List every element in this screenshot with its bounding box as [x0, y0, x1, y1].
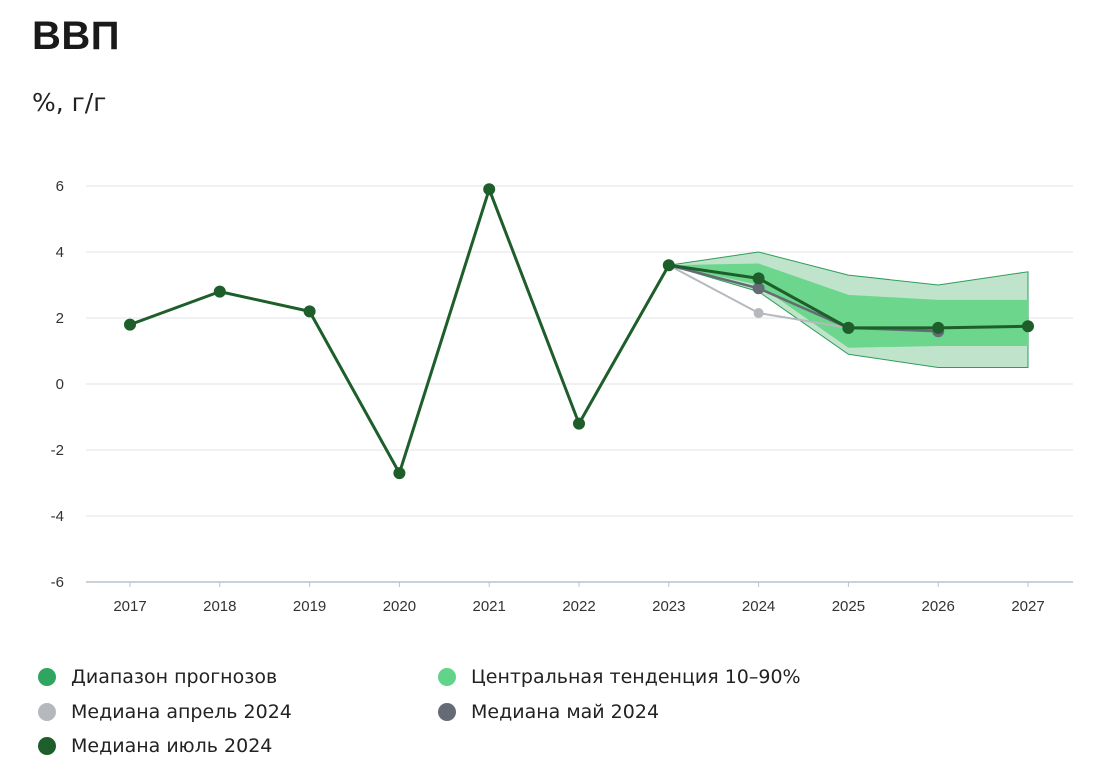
- x-tick-label: 2023: [652, 598, 685, 615]
- data-point-median-july: [303, 305, 316, 318]
- legend-item-median-july[interactable]: Медиана июль 2024: [38, 735, 272, 757]
- legend-label-median-may: Медиана май 2024: [471, 701, 660, 723]
- y-tick-label: 2: [56, 310, 64, 327]
- chart-subtitle-units: %, г/г: [32, 88, 107, 117]
- x-tick-label: 2025: [832, 598, 865, 615]
- legend: Диапазон прогнозов Центральная тенденция…: [38, 666, 1038, 766]
- x-tick-label: 2022: [562, 598, 595, 615]
- y-tick-label: -4: [51, 508, 64, 525]
- legend-item-median-may[interactable]: Медиана май 2024: [438, 701, 659, 723]
- legend-label-median-april: Медиана апрель 2024: [71, 701, 292, 723]
- x-tick-label: 2017: [113, 598, 146, 615]
- series-line-median-may: [667, 263, 940, 333]
- y-tick-label: 4: [56, 244, 64, 261]
- data-point-median-july: [842, 321, 855, 334]
- legend-label-median-july: Медиана июль 2024: [71, 735, 273, 757]
- data-point-median-may: [752, 282, 765, 295]
- x-tick-label: 2018: [203, 598, 236, 615]
- x-tick-label: 2024: [742, 598, 775, 615]
- data-point-median-july: [752, 272, 765, 285]
- x-tick-label: 2026: [922, 598, 955, 615]
- x-tick-label: 2027: [1011, 598, 1044, 615]
- data-point-median-july: [1022, 320, 1034, 333]
- legend-item-forecast-range[interactable]: Диапазон прогнозов: [38, 666, 277, 688]
- data-point-median-july: [213, 285, 226, 298]
- y-tick-label: -2: [51, 442, 64, 459]
- legend-item-median-april[interactable]: Медиана апрель 2024: [38, 701, 292, 723]
- gdp-chart: 6 4 2 0 -2 -4 -6 2017 2018 2019 2020 2021 2022 2023 20…: [51, 178, 1073, 615]
- data-point-median-july: [573, 417, 585, 430]
- legend-label-forecast-range: Диапазон прогнозов: [71, 666, 278, 688]
- legend-swatch-forecast-range: [38, 668, 56, 686]
- y-tick-label: -6: [51, 574, 64, 591]
- data-point-median-july: [393, 467, 406, 480]
- data-point-median-july: [483, 183, 496, 196]
- data-point-median-july: [124, 318, 136, 331]
- legend-swatch-median-april: [38, 703, 56, 721]
- chart-title: ВВП: [32, 14, 121, 58]
- data-point-median-july: [932, 321, 945, 334]
- x-tick-label: 2019: [293, 598, 326, 615]
- data-point-median-july: [662, 259, 675, 272]
- legend-swatch-median-may: [438, 703, 456, 721]
- y-tick-label: 0: [56, 376, 64, 393]
- y-tick-label: 6: [56, 178, 64, 195]
- legend-item-central-tendency[interactable]: Центральная тенденция 10–90%: [438, 666, 801, 688]
- x-tick-label: 2020: [383, 598, 416, 615]
- legend-swatch-median-july: [38, 737, 56, 755]
- legend-swatch-central-tendency: [438, 668, 456, 686]
- data-point-median-april: [753, 308, 764, 319]
- x-tick-label: 2021: [473, 598, 506, 615]
- legend-label-central-tendency: Центральная тенденция 10–90%: [471, 666, 801, 688]
